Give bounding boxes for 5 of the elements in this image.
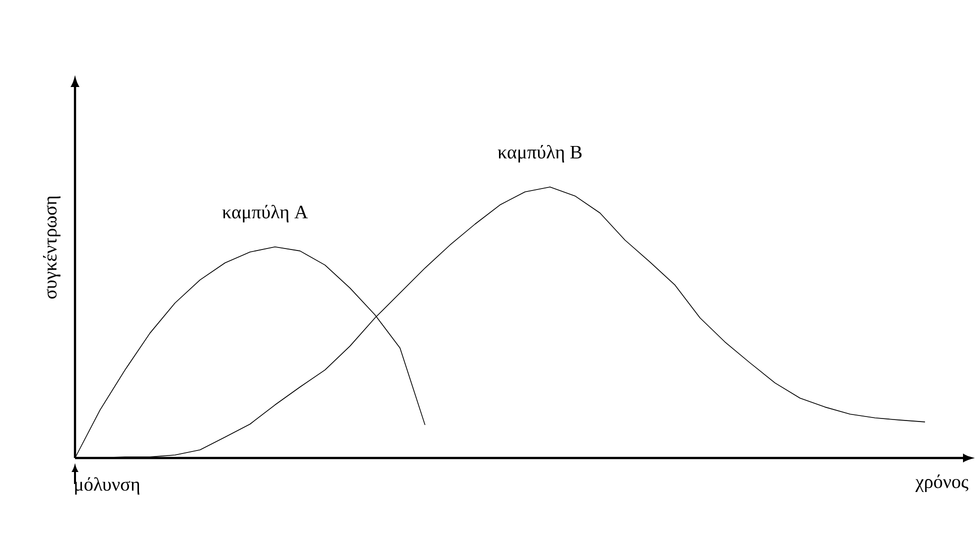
- series-label: καμπύλη Β: [498, 145, 582, 162]
- series-label: καμπύλη Α: [222, 204, 308, 222]
- y-axis-title: συγκέντρωση: [43, 196, 60, 299]
- x-axis-title: χρόνος: [915, 474, 968, 492]
- text: μόλυνση: [75, 477, 140, 495]
